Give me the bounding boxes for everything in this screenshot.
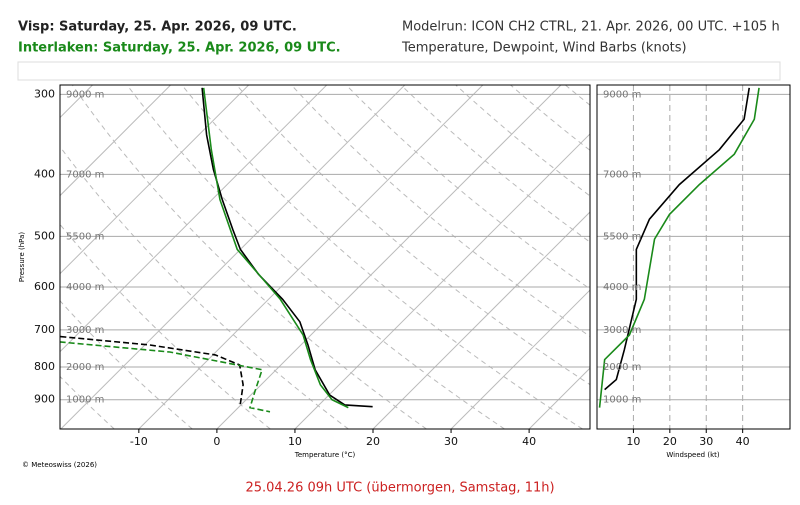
dry-adiabat <box>730 85 800 429</box>
x-axis-title: Temperature (°C) <box>294 451 356 459</box>
skewt-plot <box>0 85 800 429</box>
y-tick-label: 300 <box>34 87 55 100</box>
header-border <box>17 61 781 81</box>
y-tick-label: 900 <box>34 393 55 406</box>
isotherm <box>138 85 484 429</box>
y-tick-label: 700 <box>34 323 55 336</box>
height-label: 5500 m <box>603 231 641 242</box>
y-axis-title: Pressure (hPa) <box>18 232 26 282</box>
y-tick-label: 600 <box>34 280 55 293</box>
height-label: 9000 m <box>66 89 104 100</box>
x-tick-label: 40 <box>736 435 750 448</box>
x-tick-label: -10 <box>130 435 148 448</box>
plot-frame <box>596 84 791 430</box>
isotherm <box>216 85 562 429</box>
height-label: 7000 m <box>66 169 104 180</box>
x-tick-label: 0 <box>213 435 220 448</box>
dry-adiabat <box>510 85 590 151</box>
dry-adiabat <box>620 85 800 429</box>
dry-adiabat <box>236 85 590 386</box>
isotherm <box>60 85 93 119</box>
x-tick-label: 20 <box>366 435 380 448</box>
height-label: 3000 m <box>603 325 641 336</box>
height-label: 3000 m <box>66 325 104 336</box>
height-label: 1000 m <box>66 395 104 406</box>
x-axis-title: Windspeed (kt) <box>666 451 719 459</box>
x-tick-label: 30 <box>444 435 458 448</box>
height-label: 9000 m <box>603 89 641 100</box>
dry-adiabat <box>181 85 583 429</box>
isotherm <box>0 85 15 429</box>
caption: 25.04.26 09h UTC (übermorgen, Samstag, 1… <box>245 481 554 496</box>
isotherm <box>372 211 590 429</box>
dry-adiabat <box>126 85 505 429</box>
x-tick-label: 10 <box>288 435 302 448</box>
isotherm <box>528 367 590 429</box>
height-label: 2000 m <box>603 362 641 373</box>
profile-line <box>60 341 271 413</box>
dry-adiabat <box>565 85 590 106</box>
height-label: 7000 m <box>603 169 641 180</box>
y-tick-label: 400 <box>34 167 55 180</box>
profile-line <box>604 87 751 391</box>
profile-line <box>60 335 244 406</box>
height-label: 4000 m <box>66 282 104 293</box>
dry-adiabat <box>60 223 271 429</box>
dry-adiabat <box>400 85 590 243</box>
height-label: 5500 m <box>66 231 104 242</box>
dry-adiabat <box>345 85 590 290</box>
isotherm <box>60 85 406 429</box>
isotherm <box>60 85 171 197</box>
isotherm <box>450 289 590 429</box>
profile-line <box>202 87 349 409</box>
height-label: 2000 m <box>66 362 104 373</box>
dry-adiabat <box>455 85 590 197</box>
height-label: 1000 m <box>603 395 641 406</box>
header-info: Modelrun: ICON CH2 CTRL, 21. Apr. 2026, … <box>402 20 780 35</box>
x-tick-label: 10 <box>626 435 640 448</box>
header-title: Visp: Saturday, 25. Apr. 2026, 09 UTC. <box>18 20 297 35</box>
dry-adiabat <box>60 300 193 429</box>
header-info: Temperature, Dewpoint, Wind Barbs (knots… <box>401 41 687 56</box>
plot-frame <box>59 84 591 430</box>
x-tick-label: 30 <box>699 435 713 448</box>
dry-adiabat <box>675 85 800 429</box>
copyright: © Meteoswiss (2026) <box>22 461 97 469</box>
dry-adiabat <box>71 85 427 429</box>
dry-adiabat <box>784 85 800 429</box>
height-label: 4000 m <box>603 282 641 293</box>
dry-adiabat <box>60 145 349 429</box>
y-tick-label: 800 <box>34 360 55 373</box>
header-title: Interlaken: Saturday, 25. Apr. 2026, 09 … <box>18 41 341 56</box>
y-tick-label: 500 <box>34 229 55 242</box>
wind-plot <box>597 85 790 429</box>
isotherm <box>60 85 250 275</box>
x-tick-label: 40 <box>522 435 536 448</box>
profile-line <box>598 87 760 408</box>
dry-adiabat <box>291 85 590 337</box>
isotherm <box>60 85 328 353</box>
x-tick-label: 20 <box>663 435 677 448</box>
isotherm <box>294 133 590 429</box>
